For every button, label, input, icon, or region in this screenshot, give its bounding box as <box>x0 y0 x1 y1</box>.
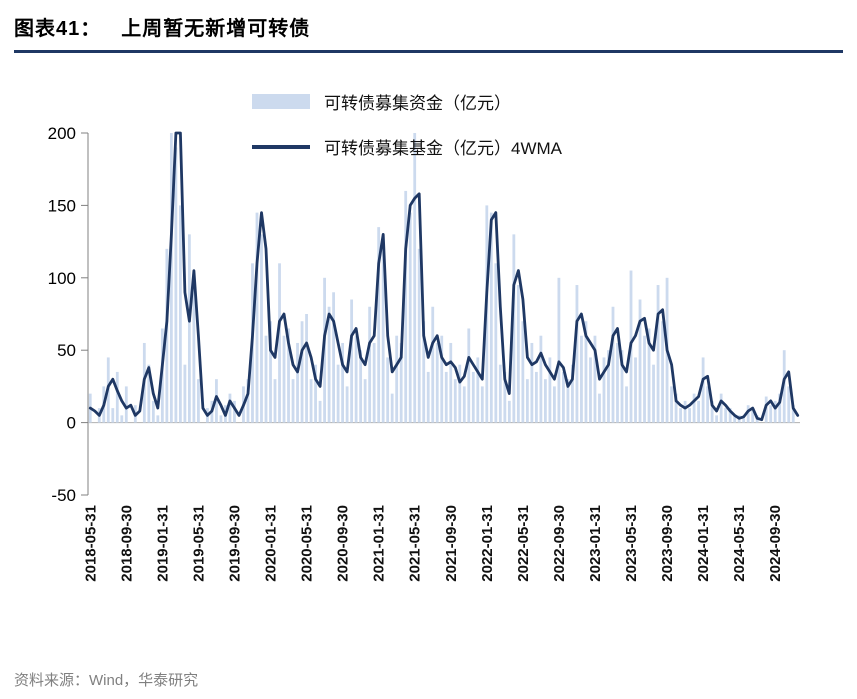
svg-text:2024-09-30: 2024-09-30 <box>767 505 784 582</box>
svg-text:2019-01-31: 2019-01-31 <box>154 505 171 582</box>
figure-footer: 资料来源：Wind，华泰研究 <box>0 653 857 690</box>
svg-text:2022-05-31: 2022-05-31 <box>515 505 532 582</box>
line-series-swatch <box>252 144 310 149</box>
legend-label-line: 可转债募集基金（亿元）4WMA <box>324 139 562 158</box>
svg-text:100: 100 <box>48 269 76 288</box>
figure-title-row: 图表41： 上周暂无新增可转债 <box>14 12 843 41</box>
svg-text:200: 200 <box>48 124 76 143</box>
svg-text:2022-09-30: 2022-09-30 <box>551 505 568 582</box>
chart-legend: 可转债募集资金（亿元） 可转债募集基金（亿元）4WMA <box>252 89 562 159</box>
source-text: 资料来源：Wind，华泰研究 <box>14 672 199 689</box>
svg-text:2021-01-31: 2021-01-31 <box>371 505 388 582</box>
svg-text:2021-09-30: 2021-09-30 <box>443 505 460 582</box>
legend-label-bar: 可转债募集资金（亿元） <box>324 94 511 113</box>
bar-series-swatch <box>252 94 310 109</box>
legend-item-bar: 可转债募集资金（亿元） <box>252 89 562 114</box>
chart-area: -50 0 50 100 150 200 2018-05-31 2018-09-30 2019-… <box>0 53 857 653</box>
svg-text:2021-05-31: 2021-05-31 <box>407 505 424 582</box>
svg-text:2023-05-31: 2023-05-31 <box>623 505 640 582</box>
svg-text:150: 150 <box>48 196 76 215</box>
svg-text:0: 0 <box>67 414 76 433</box>
figure-header: 图表41： 上周暂无新增可转债 <box>0 0 857 53</box>
svg-text:2020-09-30: 2020-09-30 <box>335 505 352 582</box>
figure-number: 图表41： <box>14 18 102 40</box>
svg-text:2020-05-31: 2020-05-31 <box>299 505 316 582</box>
title-underline <box>14 50 843 53</box>
svg-text:2018-05-31: 2018-05-31 <box>82 505 99 582</box>
svg-text:2022-01-31: 2022-01-31 <box>479 505 496 582</box>
svg-text:2020-01-31: 2020-01-31 <box>263 505 280 582</box>
chart-canvas: -50 0 50 100 150 200 2018-05-31 2018-09-30 2019-… <box>48 124 800 582</box>
svg-text:2024-05-31: 2024-05-31 <box>731 505 748 582</box>
svg-text:2023-01-31: 2023-01-31 <box>587 505 604 582</box>
page-title: 上周暂无新增可转债 <box>121 18 311 40</box>
svg-text:2018-09-30: 2018-09-30 <box>118 505 135 582</box>
svg-text:2019-09-30: 2019-09-30 <box>227 505 244 582</box>
svg-text:2023-09-30: 2023-09-30 <box>659 505 676 582</box>
svg-text:2024-01-31: 2024-01-31 <box>695 505 712 582</box>
legend-item-line: 可转债募集基金（亿元）4WMA <box>252 134 562 159</box>
svg-text:2019-05-31: 2019-05-31 <box>190 505 207 582</box>
svg-text:50: 50 <box>57 341 76 360</box>
svg-text:-50: -50 <box>51 486 76 505</box>
